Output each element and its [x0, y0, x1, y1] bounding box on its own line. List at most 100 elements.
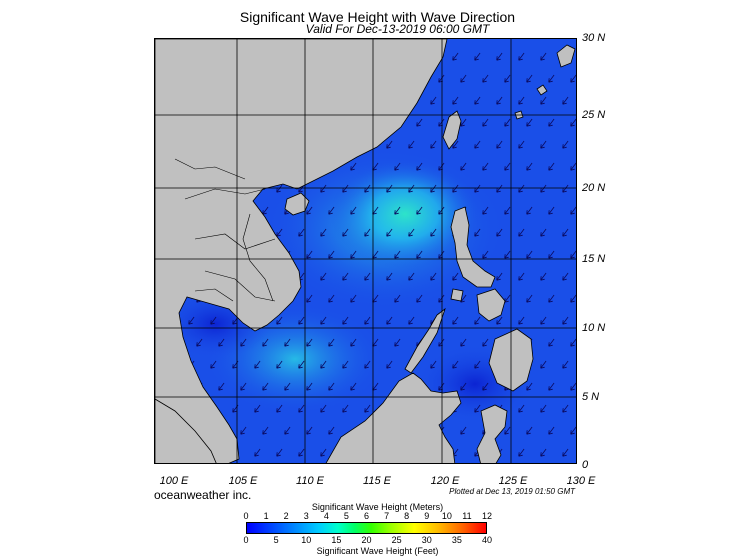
wave-direction-arrow [320, 448, 327, 457]
wave-direction-arrow [328, 250, 335, 259]
wave-direction-arrow [196, 338, 203, 347]
wave-direction-arrow [452, 140, 459, 149]
meter-tick: 12 [481, 511, 493, 521]
wave-direction-arrow [526, 206, 533, 215]
wave-direction-arrow [504, 74, 511, 83]
lat-label-25n: 25 N [582, 109, 606, 121]
wave-direction-arrow [496, 184, 503, 193]
meter-tick: 4 [323, 511, 329, 521]
wave-direction-arrow [562, 448, 569, 457]
wave-direction-arrow [386, 316, 393, 325]
wave-direction-arrow [298, 360, 305, 369]
colorbar-title-feet: Significant Wave Height (Feet) [316, 546, 439, 556]
wave-direction-arrow [276, 184, 283, 193]
wave-direction-arrow [298, 228, 305, 237]
wave-direction-arrow [496, 140, 503, 149]
wave-direction-arrow [482, 250, 489, 259]
wave-direction-arrow [386, 272, 393, 281]
wave-direction-arrow [562, 272, 569, 281]
wave-direction-arrow [416, 250, 423, 259]
wave-direction-arrow [570, 118, 576, 127]
country-borders [174, 158, 276, 302]
mainland-asia [155, 39, 448, 463]
wave-direction-arrow [540, 448, 547, 457]
lat-label-5n: 5 N [582, 391, 600, 403]
wave-direction-arrow [562, 404, 569, 413]
wave-direction-arrow [496, 52, 503, 61]
wave-direction-arrow [474, 184, 481, 193]
wave-direction-arrow [328, 206, 335, 215]
wave-direction-arrow [350, 294, 357, 303]
wave-direction-arrow [218, 338, 225, 347]
wave-direction-arrow [482, 338, 489, 347]
wave-direction-arrow [386, 140, 393, 149]
wave-direction-arrow [350, 162, 357, 171]
meter-tick: 1 [263, 511, 269, 521]
wave-direction-arrow [562, 228, 569, 237]
borneo-island [325, 372, 462, 463]
wave-direction-arrow [496, 316, 503, 325]
wave-direction-arrow [570, 250, 576, 259]
wave-direction-arrow [518, 140, 525, 149]
wave-height-map [154, 38, 577, 464]
wave-direction-arrow [548, 74, 555, 83]
wave-direction-arrow [540, 228, 547, 237]
wave-direction-arrow [518, 448, 525, 457]
lat-label-0: 0 [582, 459, 589, 471]
wave-direction-arrow [526, 250, 533, 259]
wave-direction-arrow [306, 250, 313, 259]
wave-direction-arrow [482, 382, 489, 391]
visayas-islands [476, 288, 506, 322]
wave-direction-arrow [210, 316, 217, 325]
wave-direction-arrow [548, 118, 555, 127]
wave-direction-arrow [394, 338, 401, 347]
feet-tick: 30 [421, 535, 432, 545]
lat-label-20n: 20 N [582, 182, 606, 194]
feet-tick: 0 [243, 535, 249, 545]
wave-direction-arrow [452, 184, 459, 193]
wave-direction-arrow [408, 140, 415, 149]
wave-direction-arrow [218, 382, 225, 391]
ryukyu-island-1 [536, 84, 548, 96]
wave-direction-arrow [540, 316, 547, 325]
sulawesi-island [476, 404, 508, 463]
wave-direction-arrow [328, 382, 335, 391]
wave-direction-arrow [474, 228, 481, 237]
wave-direction-arrow [306, 206, 313, 215]
plotted-timestamp: Plotted at Dec 13, 2019 01:50 GMT [449, 487, 575, 496]
feet-tick: 15 [331, 535, 342, 545]
wave-direction-arrow [276, 404, 283, 413]
wave-direction-arrow [452, 272, 459, 281]
wave-direction-arrow [342, 228, 349, 237]
wave-direction-arrow [452, 360, 459, 369]
wave-direction-arrow [386, 184, 393, 193]
wave-direction-arrow [284, 426, 291, 435]
wave-direction-arrow [526, 426, 533, 435]
wave-direction-arrow [482, 74, 489, 83]
taiwan-island [442, 110, 462, 150]
wave-direction-arrow [548, 338, 555, 347]
credit-text: oceanweather inc. [154, 488, 252, 502]
wave-direction-arrow [518, 228, 525, 237]
map-canvas [155, 39, 576, 463]
wave-direction-arrow [394, 294, 401, 303]
meter-tick: 3 [303, 511, 309, 521]
colorbar-title-meters: Significant Wave Height (Meters) [311, 502, 444, 512]
lat-label-10n: 10 N [582, 322, 606, 334]
wave-direction-arrow [416, 118, 423, 127]
lon-label-105e: 105 E [228, 475, 258, 487]
wave-direction-arrow [452, 52, 459, 61]
wave-direction-arrow [364, 404, 371, 413]
wave-direction-arrow [350, 382, 357, 391]
wave-direction-arrow [518, 316, 525, 325]
wave-direction-arrow [408, 228, 415, 237]
wave-direction-arrow [240, 382, 247, 391]
lon-label-125e: 125 E [498, 475, 528, 487]
wave-direction-arrow [504, 250, 511, 259]
wave-direction-arrow [306, 338, 313, 347]
wave-direction-arrow [570, 294, 576, 303]
wave-direction-arrow [408, 184, 415, 193]
wave-direction-arrow [320, 184, 327, 193]
wave-direction-arrow [460, 426, 467, 435]
lon-label-130e: 130 E [566, 475, 596, 487]
